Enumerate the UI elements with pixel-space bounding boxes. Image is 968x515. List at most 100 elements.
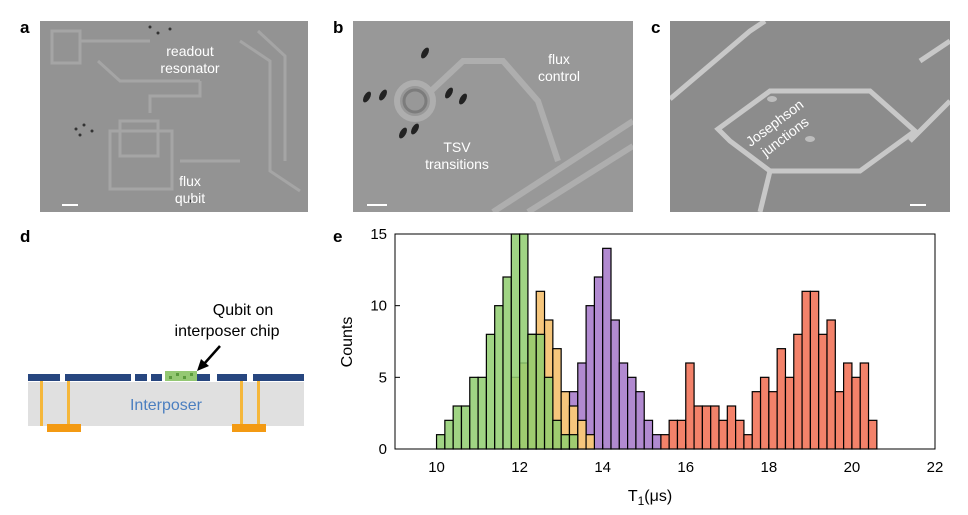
histogram-bar-series1-24 [851,376,861,450]
histogram-bar-series4-4 [460,405,471,450]
readout-resonator-label: readout resonator [140,43,240,77]
tsv-transitions-line2: transitions [425,156,489,172]
panel-label-c: c [651,18,661,37]
interposer-schematic: Qubit on interposer chip Interposer [28,302,304,432]
histogram-bar-series2-11 [635,391,645,450]
panel-label-d: d [20,227,31,246]
scale-bar-c [910,204,926,206]
histogram-bar-series1-22 [834,391,845,450]
histogram-bar-series4-14 [543,376,554,450]
histogram-bar-series1-9 [726,405,737,450]
histogram-bar-series2-6 [593,276,604,450]
histogram-bar-series4-12 [527,333,537,450]
histogram-bar-series4-9 [502,276,512,450]
histogram-bar-series1-7 [710,405,720,450]
arrowhead [197,359,209,371]
x-axis-label-sub: 1 [638,494,645,508]
x-tick-label-3: 14 [594,459,611,476]
histogram-bar-series2-7 [602,247,612,450]
histogram-bar-series1-10 [735,419,745,450]
x-tick-label-7: 22 [927,459,944,476]
flux-qubit-label: flux qubit [150,173,230,207]
qubit-chip [165,371,197,381]
x-tick-label-1: 10 [428,459,445,476]
y-tick-label-3: 10 [370,298,387,315]
histogram-bar-series4-15 [552,419,562,450]
histogram-bar-series1-8 [718,419,728,450]
y-tick-label-4: 15 [370,226,387,243]
sem-image-c-drawing [670,21,950,212]
histogram-bar-series1-5 [693,405,703,450]
axis-ticks: 10 12 14 16 18 20 22 0 5 10 15 [370,226,943,476]
histogram-bar-series1-2 [668,419,679,450]
plot-frame [394,233,936,450]
histogram-bar-series2-9 [618,362,629,450]
sem-image-a-drawing [40,21,308,212]
histogram-bar-series1-17 [793,333,803,450]
histogram-bar-series1-1 [660,434,670,450]
sem-image-a: readout resonator flux qubit [40,21,308,212]
readout-resonator-line2: resonator [160,60,220,76]
panel-label-b: b [333,18,344,37]
y-axis-label: Counts [339,317,356,368]
x-tick-label-5: 18 [761,459,778,476]
bump-left [47,424,81,432]
panel-label-a: a [20,18,30,37]
histogram-bar-series1-15 [776,348,787,450]
histogram-bar-series4-16 [560,434,571,450]
flux-qubit-line2: qubit [174,190,206,206]
histogram-bars [435,233,878,450]
histogram-bar-series2-5 [585,305,595,450]
histogram-bar-series1-25 [859,362,870,450]
sem-image-c: Josephson junctions [670,21,950,212]
flux-control-line1: flux [548,51,570,67]
histogram-bar-series1-4 [685,362,695,450]
y-tick-label-1: 0 [379,441,387,458]
sem-image-b: flux control TSV transitions [353,21,633,212]
interposer-label: Interposer [130,397,203,414]
histogram-bar-series4-6 [477,376,487,450]
histogram-bar-series2-12 [643,419,654,450]
histogram-bar-series1-14 [768,391,778,450]
histogram-bar-series1-11 [743,434,753,450]
histogram-bar-series4-10 [510,233,521,450]
histogram-bar-series1-26 [867,419,878,450]
histogram-bar-series4-11 [519,233,529,450]
tsv-vias [40,380,260,426]
histogram-bar-series1-13 [759,376,770,450]
histogram-bar-series2-13 [651,434,662,450]
histogram-bar-series1-23 [843,362,853,450]
qubit-on-interposer-line1: Qubit on [213,302,273,319]
histogram-bar-series1-20 [818,333,828,450]
histogram-bar-series1-18 [801,290,811,450]
histogram-bar-series1-3 [676,419,687,450]
arrow [203,345,221,365]
y-tick-label-2: 5 [379,369,387,386]
flux-control-line2: control [537,68,581,84]
histogram-bar-series3-10 [585,434,595,450]
histogram-bar-series4-7 [485,333,496,450]
histogram-bar-series1-21 [826,319,836,450]
qubit-chip-pattern [169,373,193,379]
x-tick-label-6: 20 [844,459,861,476]
histogram-bar-series3-9 [577,419,587,450]
histogram-bar-series1-16 [784,376,795,450]
histogram-bar-series4-13 [535,333,546,450]
histogram-bar-series2-8 [610,319,620,450]
bump-right [232,424,266,432]
histogram-bar-series1-19 [809,290,820,450]
tsv-transitions-line1: TSV [443,139,471,155]
histogram-bar-series4-1 [435,434,446,450]
flux-control-label: flux control [519,51,599,85]
flux-qubit-line1: flux [179,173,201,189]
histogram-bar-series4-3 [452,405,463,450]
tsv-transitions-label: TSV transitions [407,139,507,173]
histogram-bar-series2-10 [627,376,637,450]
x-tick-label-2: 12 [511,459,528,476]
scale-bar-b [367,204,387,206]
histogram-bar-series4-5 [469,376,479,450]
panel-label-e: e [333,227,343,246]
x-tick-label-4: 16 [677,459,694,476]
histogram-bar-series4-17 [568,434,579,450]
